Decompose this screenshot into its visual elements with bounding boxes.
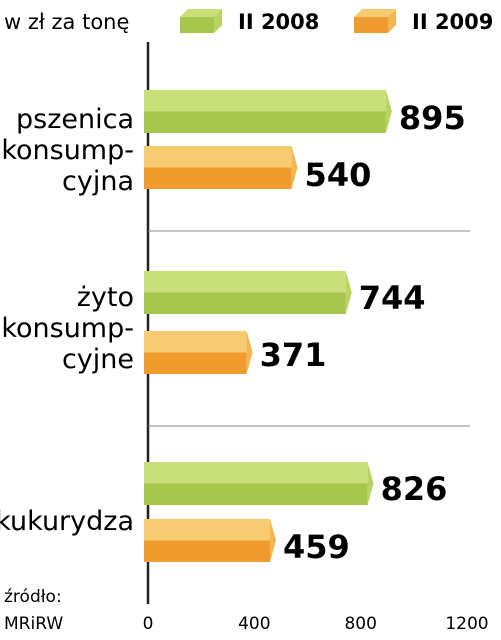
bar-face-bottom [144, 540, 271, 562]
bar-face-bottom [144, 292, 346, 314]
category-label-line: cyjne [62, 344, 134, 375]
value-label: 371 [260, 336, 327, 374]
category-label-line: kukurydza [0, 506, 134, 537]
unit-label: w zł za tonę [4, 10, 129, 34]
bars [144, 90, 392, 562]
x-tick-label: 1200 [445, 614, 488, 634]
bar-face-bottom [144, 111, 386, 133]
bar-ii-2009-1 [144, 331, 253, 374]
legend-swatch-2009 [354, 9, 396, 33]
category-label-line: konsump- [1, 135, 134, 166]
bar-face-bottom [144, 483, 368, 505]
bar-face-top [144, 462, 368, 484]
x-tick-label: 0 [143, 614, 154, 634]
bar-ii-2008-0 [144, 90, 392, 133]
bar-face-top [144, 271, 346, 293]
value-labels: 895 540 744 371 826 459 [260, 99, 466, 566]
source-name: MRiRW [4, 614, 63, 634]
bar-face-top [144, 146, 292, 168]
swatch-top [354, 9, 396, 17]
bar-end-cap [270, 519, 277, 562]
x-tick-label: 800 [344, 614, 376, 634]
category-label-line: cyjna [62, 166, 134, 197]
legend-item-2009: II 2009 [354, 9, 493, 34]
x-tick-label: 400 [238, 614, 270, 634]
legend-item-2008: II 2008 [180, 9, 319, 34]
bar-end-cap [345, 271, 352, 314]
category-label-line: żyto [77, 282, 134, 313]
swatch-front [180, 17, 214, 33]
bar-face-bottom [144, 352, 247, 374]
category-label-line: konsump- [1, 313, 134, 344]
legend-label-2008: II 2008 [238, 10, 319, 34]
bar-face-top [144, 90, 386, 112]
swatch-side [214, 9, 222, 33]
bar-ii-2008-1 [144, 271, 352, 314]
bar-ii-2009-0 [144, 146, 298, 189]
category-label-line: pszenica [16, 104, 134, 135]
source-label: źródło: [4, 587, 62, 607]
bar-end-cap [367, 462, 374, 505]
swatch-top [180, 9, 222, 17]
legend-swatch-2008 [180, 9, 222, 33]
bar-face-top [144, 519, 271, 541]
bar-ii-2009-2 [144, 519, 277, 562]
bar-end-cap [385, 90, 392, 133]
bar-end-cap [246, 331, 253, 374]
category-labels: pszenica konsump- cyjna żyto konsump- cy… [0, 104, 134, 537]
value-label: 459 [283, 528, 350, 566]
value-label: 826 [381, 470, 448, 508]
x-axis-ticks: 0 400 800 1200 [143, 614, 489, 634]
value-label: 744 [359, 279, 426, 317]
bar-face-bottom [144, 167, 292, 189]
bar-end-cap [291, 146, 298, 189]
swatch-front [354, 17, 388, 33]
bar-face-top [144, 331, 247, 353]
swatch-side [388, 9, 396, 33]
bar-ii-2008-2 [144, 462, 374, 505]
legend: II 2008 II 2009 [180, 9, 493, 34]
legend-label-2009: II 2009 [412, 10, 493, 34]
value-label: 895 [399, 99, 466, 137]
value-label: 540 [305, 156, 372, 194]
